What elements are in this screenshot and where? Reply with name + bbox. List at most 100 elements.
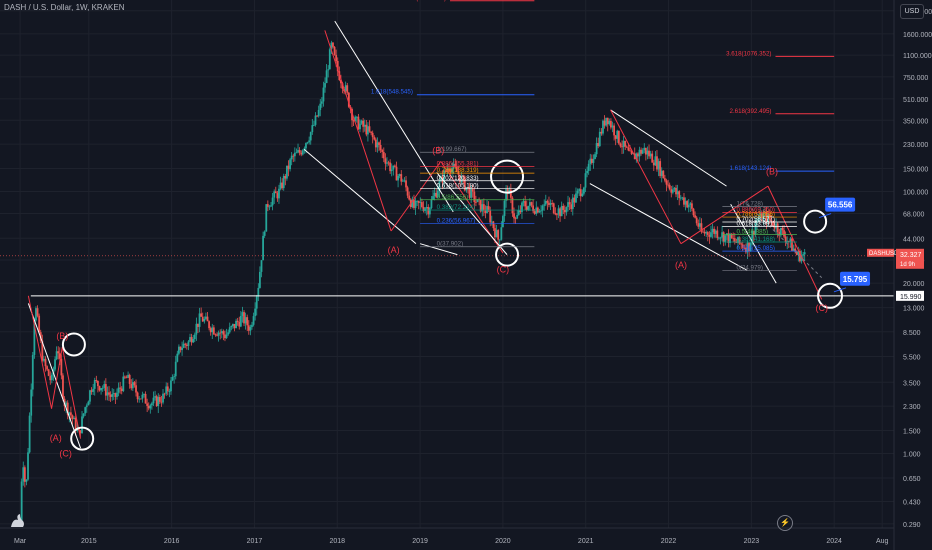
candle-body (108, 392, 110, 395)
candle-body (114, 393, 117, 397)
candle-body (166, 386, 169, 392)
candle-body (228, 327, 231, 333)
candle-body (786, 241, 789, 243)
fib-label: 0.786(63.856) (736, 211, 775, 218)
candle-body (97, 380, 99, 387)
candle-body (190, 337, 193, 343)
candle-body (648, 150, 650, 157)
candle-body (178, 346, 180, 354)
candle-body (748, 242, 750, 252)
candle-body (460, 176, 463, 183)
y-tick-label: 230.000 (903, 142, 928, 149)
candle-body (70, 412, 72, 416)
candle-body (463, 176, 466, 191)
candle-body (111, 394, 114, 397)
x-tick-label: 2017 (247, 538, 263, 545)
fib-label: 0(24.979) (736, 264, 763, 271)
candle-body (743, 247, 746, 249)
last-price-value: 32.327 (900, 252, 922, 259)
y-tick-label: 68.000 (903, 211, 925, 218)
fib-label: 0.886(155.381) (437, 160, 479, 167)
candle-body (344, 85, 347, 92)
candle-body (201, 316, 204, 322)
candle-body (713, 228, 716, 234)
last-price-tag (896, 248, 924, 269)
candle-body (554, 213, 557, 215)
candle-body (363, 124, 366, 127)
candle-body (595, 143, 598, 155)
candle-body (684, 201, 687, 205)
candle-body (417, 200, 420, 203)
candle-body (482, 204, 485, 211)
candle-body (563, 209, 566, 213)
target-marker-box (825, 197, 856, 212)
candle-body (293, 152, 296, 157)
candle-body (435, 192, 438, 198)
candle-body (41, 340, 44, 361)
candle-body (651, 153, 654, 163)
candle-body (524, 201, 527, 207)
candle-body (176, 353, 179, 362)
candle-body (489, 210, 492, 223)
candle-body (484, 210, 487, 213)
candle-body (286, 165, 288, 179)
candle-body (675, 187, 677, 195)
candle-body (525, 206, 528, 210)
flash-icon[interactable]: ⚡ (777, 515, 793, 531)
candle-body (486, 206, 488, 213)
candle-body (698, 223, 701, 227)
fib-label: 1.618(143.124) (730, 165, 772, 172)
price-axis[interactable]: 2400.0001600.0001100.000750.000510.00035… (893, 0, 932, 550)
candle-body (305, 143, 307, 149)
candle-body (58, 353, 61, 359)
candle-body (455, 166, 458, 172)
candle-body (737, 237, 739, 243)
candle-body (251, 324, 253, 328)
candle-body (522, 201, 525, 203)
highlight-circle (817, 282, 844, 309)
candle-body (514, 218, 517, 220)
candle-body (611, 125, 614, 128)
x-tick-label: Aug (876, 538, 889, 545)
candle-body (382, 152, 385, 159)
candle-body (730, 233, 733, 238)
candle-body (741, 244, 744, 248)
candle-body (298, 150, 301, 153)
candle-body (362, 120, 365, 127)
candle-body (211, 327, 214, 333)
time-axis[interactable]: Mar 2015 2016 2017 2018 2019 2020 2021 2022 2023 2… (0, 527, 894, 545)
candle-body (317, 109, 320, 117)
candle-body (181, 347, 183, 351)
candle-body (185, 344, 188, 346)
candle-body (600, 131, 603, 134)
candle-body (400, 174, 403, 182)
x-tick-label: 2015 (81, 538, 97, 545)
candle-body (295, 152, 298, 154)
candle-body (357, 116, 360, 130)
currency-button[interactable]: USD (900, 4, 924, 19)
candle-body (85, 405, 88, 408)
candle-body (104, 384, 107, 396)
candle-body (300, 152, 303, 155)
candle-body (432, 196, 434, 200)
candle-body (708, 234, 711, 237)
candle-body (490, 221, 493, 223)
fib-label: 1.618(548.545) (371, 89, 413, 96)
candle-body (81, 416, 83, 433)
candle-body (732, 237, 735, 239)
channel-line (610, 109, 727, 187)
candle-body (551, 203, 554, 204)
candle-body (452, 163, 455, 168)
y-tick-label: 750.000 (903, 75, 928, 82)
candle-body (590, 158, 593, 163)
candle-body (752, 230, 755, 235)
wave-line (27, 295, 53, 409)
candle-body (710, 232, 712, 237)
fib-label: 0.382(41.168) (736, 236, 775, 243)
candle-body (23, 467, 26, 482)
wave-label: (C) (497, 265, 510, 275)
candle-body (28, 415, 31, 453)
candle-body (754, 222, 757, 235)
candle-body (497, 230, 500, 240)
